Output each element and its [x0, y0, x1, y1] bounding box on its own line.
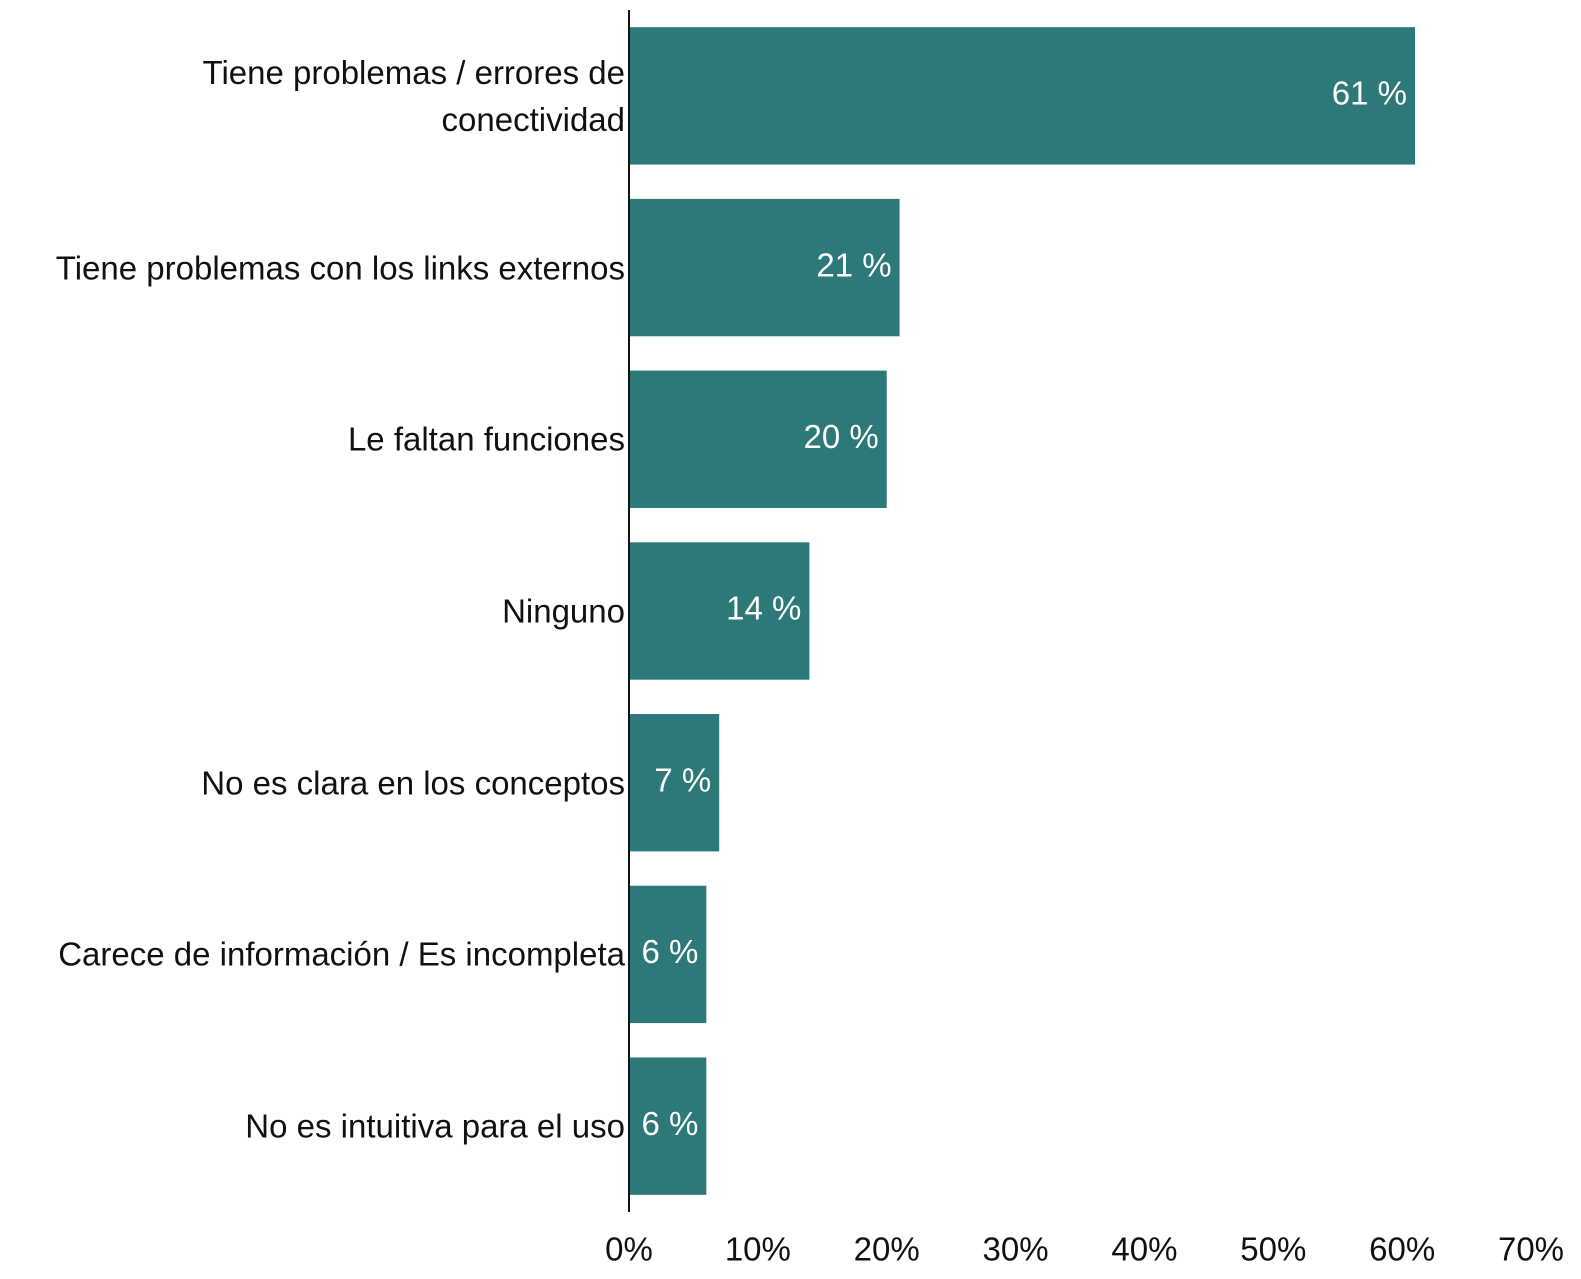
y-tick-label: No es intuitiva para el uso — [245, 1107, 625, 1145]
x-tick-label: 10% — [725, 1231, 791, 1268]
x-tick-label: 70% — [1498, 1231, 1564, 1268]
y-tick-label: No es clara en los conceptos — [201, 764, 625, 802]
value-label: 6 % — [641, 933, 698, 970]
x-tick-label: 0% — [605, 1231, 653, 1268]
x-tick-label: 40% — [1111, 1231, 1177, 1268]
value-label: 21 % — [816, 246, 891, 283]
value-label: 61 % — [1332, 75, 1407, 112]
x-tick-label: 20% — [854, 1231, 920, 1268]
value-label: 6 % — [641, 1105, 698, 1142]
bar — [629, 1057, 707, 1195]
y-tick-label: Ninguno — [502, 592, 625, 630]
y-tick-label: Tiene problemas con los links externos — [55, 249, 625, 287]
value-label: 7 % — [654, 761, 711, 798]
value-label: 14 % — [726, 590, 801, 627]
bar — [629, 198, 900, 337]
bar — [629, 542, 810, 680]
y-tick-label: Tiene problemas / errores de conectivida… — [202, 53, 625, 138]
x-tick-label: 30% — [983, 1231, 1049, 1268]
x-tick-label: 60% — [1369, 1231, 1435, 1268]
y-tick-label: Carece de información / Es incompleta — [58, 935, 625, 973]
bar — [629, 885, 707, 1024]
bar — [629, 27, 1416, 165]
x-tick-label: 50% — [1240, 1231, 1306, 1268]
bar — [629, 370, 887, 508]
y-tick-label: Le faltan funciones — [347, 420, 625, 458]
value-label: 20 % — [803, 418, 878, 455]
bar — [629, 714, 720, 852]
